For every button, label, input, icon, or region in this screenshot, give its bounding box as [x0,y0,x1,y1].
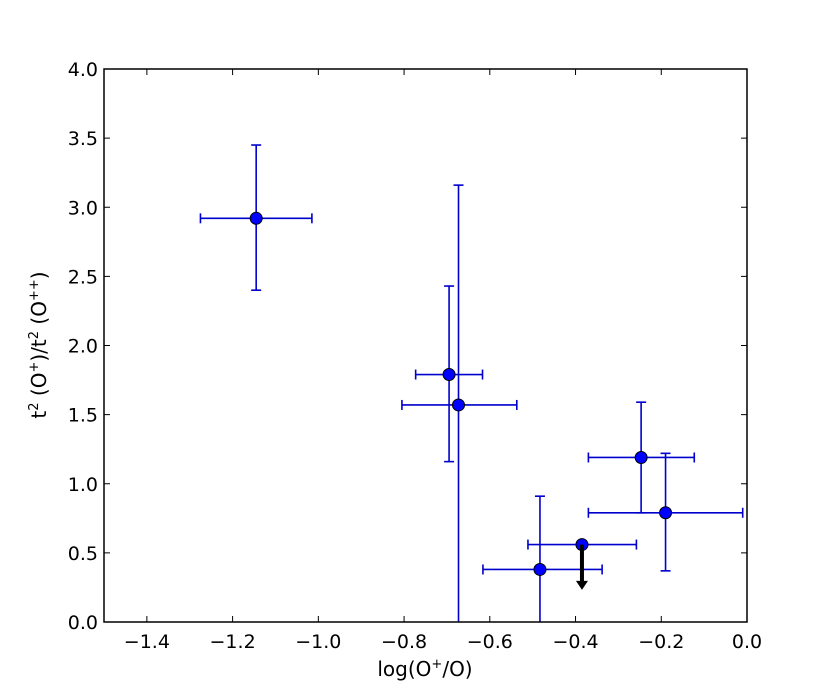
data-point [659,506,673,520]
y-tick-label: 2.0 [68,336,98,358]
x-axis-label: log(O+/O) [377,657,472,681]
y-tick-label: 1.0 [68,474,98,496]
y-tick-label: 0.0 [68,612,98,634]
data-points [249,211,673,576]
x-tick-label: −0.2 [638,631,684,653]
data-point [533,562,547,576]
upper-limit-arrow-head [575,580,588,590]
y-tick-label: 4.0 [68,59,98,81]
upper-limit-arrows [575,544,588,590]
x-tick-label: 0.0 [732,631,762,653]
plot-frame [103,68,748,623]
y-axis-ticks: 0.0 0.5 1.0 1.5 2.0 2.5 3.0 3.5 4.0 [68,59,747,634]
x-tick-label: −0.4 [552,631,598,653]
data-point [249,211,263,225]
x-tick-label: −1.0 [295,631,341,653]
x-tick-label: −0.8 [381,631,427,653]
x-tick-label: −1.4 [124,631,170,653]
plot-background [104,69,747,622]
y-tick-label: 1.5 [68,405,98,427]
y-tick-label: 3.0 [68,197,98,219]
x-tick-label: −0.6 [467,631,513,653]
y-tick-label: 0.5 [68,543,98,565]
y-tick-label: 3.5 [68,128,98,150]
y-axis-label: t2 (O+)/t2 (O++) [27,271,51,418]
x-axis-ticks: −1.4 −1.2 −1.0 −0.8 −0.6 −0.4 −0.2 0.0 [124,69,762,653]
data-point [452,398,466,412]
y-tick-label: 2.5 [68,266,98,288]
data-point [442,368,456,382]
x-tick-label: −1.2 [210,631,256,653]
data-point [634,450,648,464]
